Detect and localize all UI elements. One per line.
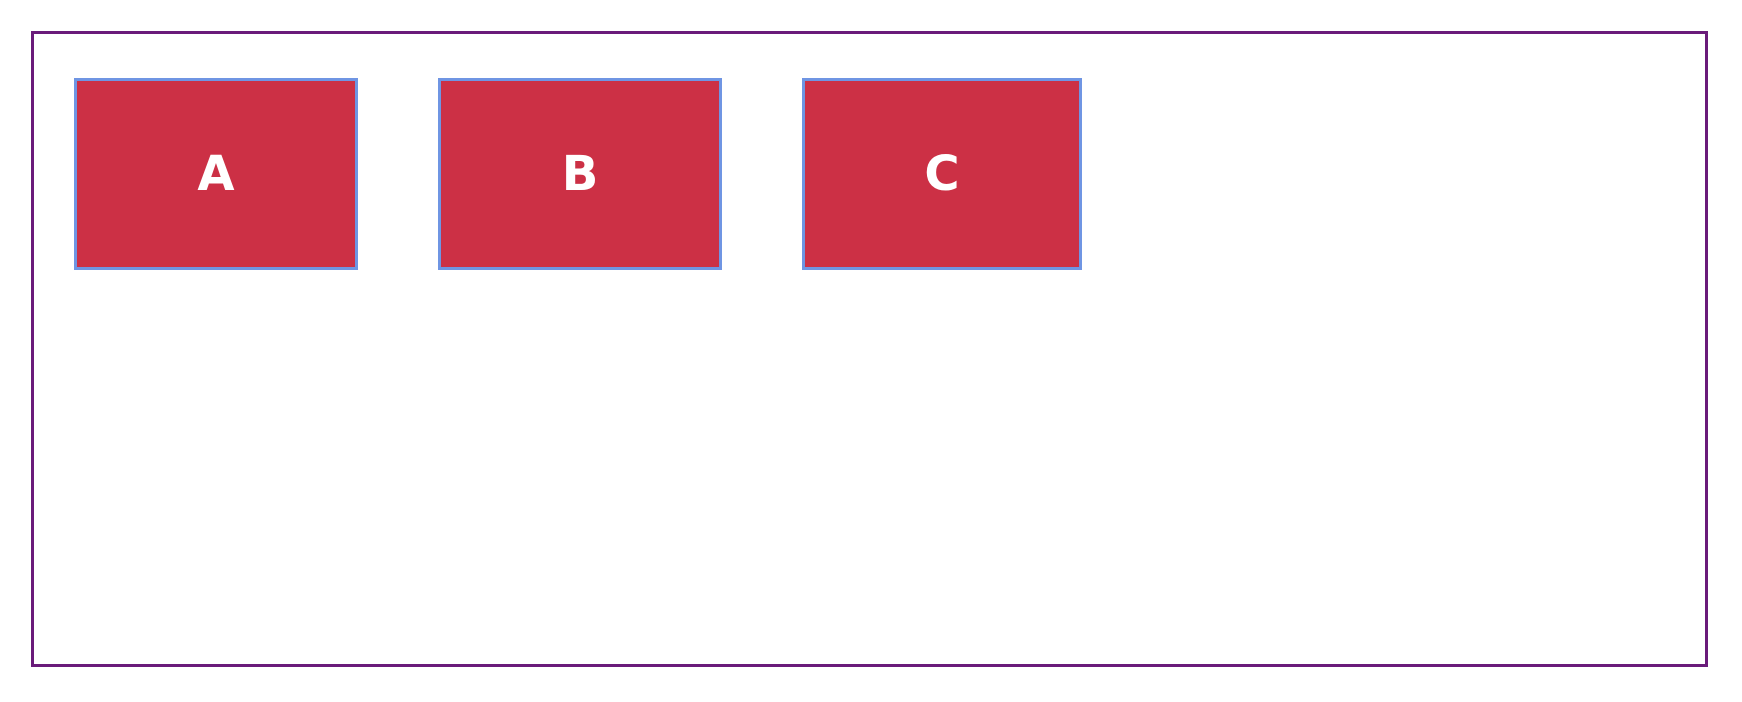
box-b: B (438, 78, 722, 270)
box-a-label: A (197, 146, 235, 202)
box-a: A (74, 78, 358, 270)
box-c-label: C (924, 146, 960, 202)
diagram-container: A B C (31, 31, 1708, 667)
box-c: C (802, 78, 1082, 270)
box-b-label: B (561, 146, 599, 202)
